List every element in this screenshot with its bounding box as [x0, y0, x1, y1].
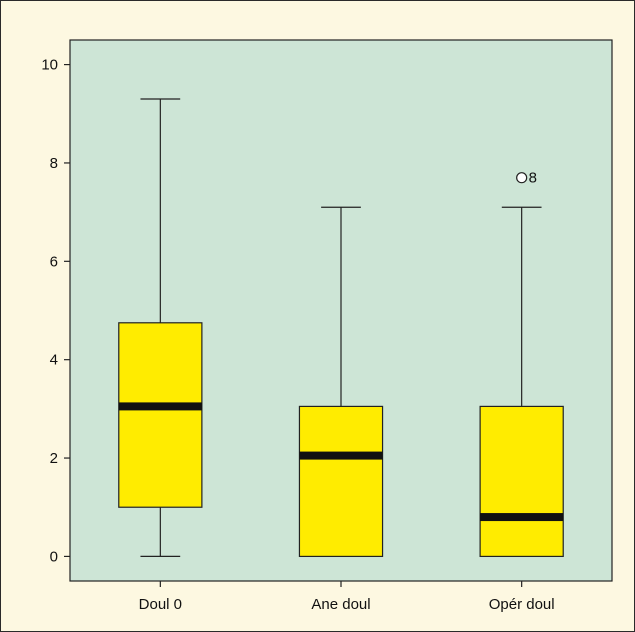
box-group: 8	[479, 170, 564, 558]
y-tick-label: 4	[50, 352, 58, 369]
box	[479, 405, 564, 558]
y-tick-label: 10	[41, 57, 58, 74]
y-tick-label: 2	[50, 450, 58, 467]
median-line	[299, 451, 383, 460]
median-line	[480, 513, 564, 522]
x-tick-label: Doul 0	[139, 596, 182, 613]
y-tick-label: 0	[50, 548, 58, 565]
box	[298, 405, 384, 558]
y-tick-label: 8	[50, 155, 58, 172]
box-group	[118, 98, 203, 558]
box	[118, 322, 203, 508]
median-line	[118, 402, 202, 411]
outlier-label: 8	[529, 170, 537, 187]
y-axis: 0 2 4 6 8 10	[41, 57, 70, 565]
y-tick-label: 6	[50, 253, 58, 270]
x-axis: Doul 0 Ane doul Opér doul	[139, 581, 555, 613]
box-group	[298, 206, 384, 558]
outlier-point	[516, 172, 528, 184]
box-series: 8	[118, 98, 564, 558]
x-tick-label: Opér doul	[489, 596, 555, 613]
x-tick-label: Ane doul	[311, 596, 370, 613]
